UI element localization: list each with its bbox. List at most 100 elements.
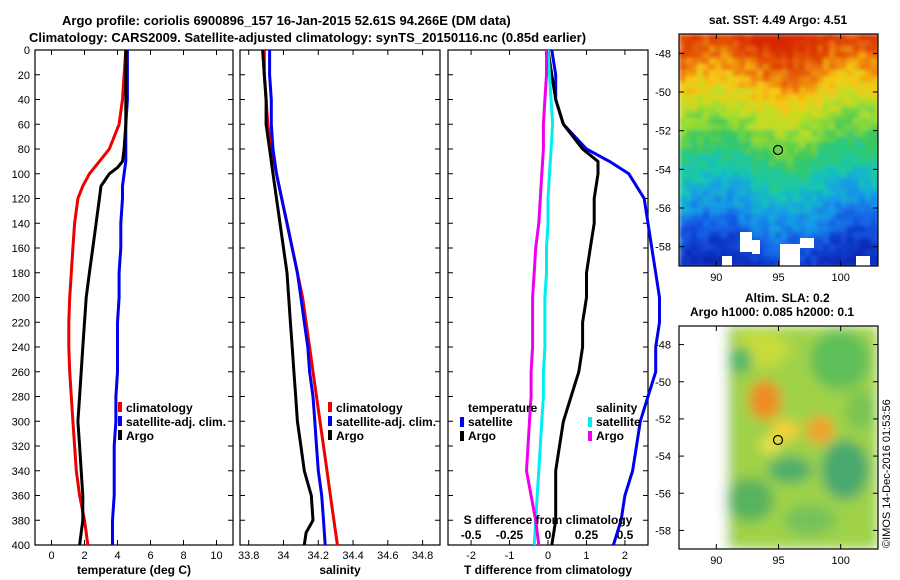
map-lat-tick-label: -56 [655, 488, 671, 500]
figure-title-line1: Argo profile: coriolis 6900896_157 16-Ja… [62, 13, 511, 28]
legend-swatch-argo [118, 430, 122, 440]
depth-tick-label: 160 [12, 243, 30, 255]
depth-tick-label: 400 [12, 540, 30, 552]
sst-map-title: sat. SST: 4.49 Argo: 4.51 [709, 13, 848, 27]
salinity-climatology-line [262, 50, 339, 546]
legend-t-argo-label: Argo [468, 429, 496, 443]
temperature-x-tick-label: 10 [210, 550, 222, 562]
difference-x-tick-label: 1 [583, 550, 589, 562]
legend-swatch-t-argo [460, 431, 464, 441]
sla-map-ticks: -48 -50 -52 -54 -56 -58 90 95 100 [655, 326, 878, 567]
temperature-argo-line [76, 50, 128, 546]
sla-map-field [679, 326, 878, 549]
depth-tick-label: 240 [12, 342, 30, 354]
depth-tick-label: 100 [12, 169, 30, 181]
difference-axis-ticks: -2 -1 0 1 2 -0.5 -0.25 0 0.25 0.5 [448, 49, 648, 562]
s-diff-tick-label: 0.25 [575, 528, 599, 542]
legend-argo-label: Argo [126, 429, 154, 443]
depth-tick-label: 360 [12, 491, 30, 503]
difference-x-tick-label: 0 [545, 550, 551, 562]
s-diff-tick-label: -0.25 [496, 528, 524, 542]
map-lon-tick-label: 95 [772, 555, 784, 567]
map-lon-tick-label: 90 [710, 555, 722, 567]
salinity-x-tick-label: 34.2 [308, 550, 329, 562]
sla-argo-marker [772, 434, 784, 446]
salinity-x-tick-label: 34.8 [412, 550, 433, 562]
difference-x-tick-label: 2 [622, 550, 628, 562]
difference-legend-temperature: temperature satellite Argo [460, 401, 538, 443]
legend-swatch-climatology [118, 402, 122, 412]
legend-swatch-t-satellite [460, 417, 464, 427]
s-diff-tick-label: 0.5 [617, 528, 634, 542]
map-lon-tick-label: 100 [832, 272, 850, 284]
depth-tick-label: 120 [12, 194, 30, 206]
salinity-series [261, 49, 339, 546]
temperature-x-tick-label: 2 [81, 550, 87, 562]
map-lon-tick-label: 90 [710, 272, 722, 284]
legend-s-satellite-label: satellite [596, 415, 641, 429]
legend-salinity-title: salinity [596, 401, 638, 415]
salinity-x-tick-label: 34.6 [377, 550, 398, 562]
difference-xlabel: T difference from climatology [464, 563, 632, 577]
map-lat-tick-label: -56 [655, 203, 671, 215]
legend-s-argo-label: Argo [596, 429, 624, 443]
temperature-xlabel: temperature (deg C) [77, 563, 191, 577]
s-diff-tick-label: 0 [545, 528, 552, 542]
map-lat-tick-label: -48 [655, 340, 671, 352]
map-lat-tick-label: -58 [655, 242, 671, 254]
depth-tick-label: 80 [18, 144, 30, 156]
s-diff-satellite-line [532, 49, 555, 546]
depth-tick-label: 200 [12, 293, 30, 305]
s-diff-tick-label: -0.5 [461, 528, 482, 542]
figure-title-line2: Climatology: CARS2009. Satellite-adjuste… [29, 30, 586, 45]
legend-argo-label: Argo [336, 429, 364, 443]
depth-tick-label: 20 [18, 70, 30, 82]
t-diff-satellite-line [550, 49, 661, 546]
temperature-panel-frame [34, 49, 234, 546]
depth-tick-label: 340 [12, 466, 30, 478]
depth-tick-label: 140 [12, 218, 30, 230]
sla-map-title1: Altim. SLA: 0.2 [745, 291, 830, 305]
depth-tick-label: 40 [18, 95, 30, 107]
depth-tick-label: 320 [12, 441, 30, 453]
depth-tick-label: 280 [12, 392, 30, 404]
s-difference-top-label: S difference from climatology [464, 513, 633, 527]
sst-map-field [679, 34, 878, 266]
difference-x-tick-label: -1 [505, 550, 515, 562]
salinity-legend: climatology satellite-adj. clim. Argo [328, 401, 436, 443]
map-lat-tick-label: -50 [655, 377, 671, 389]
difference-x-tick-label: -2 [466, 550, 476, 562]
map-lat-tick-label: -50 [655, 87, 671, 99]
map-lat-tick-label: -54 [655, 451, 671, 463]
legend-swatch-satellite [118, 416, 122, 426]
legend-satellite-label: satellite-adj. clim. [126, 415, 226, 429]
map-lat-tick-label: -54 [655, 164, 671, 176]
difference-series [525, 49, 661, 546]
salinity-x-tick-label: 33.8 [238, 550, 259, 562]
depth-tick-label: 220 [12, 317, 30, 329]
temperature-x-tick-label: 6 [147, 550, 153, 562]
sst-map-ticks: -48 -50 -52 -54 -56 -58 90 95 100 [655, 34, 878, 284]
salinity-argo-line [261, 49, 315, 546]
temperature-axis-ticks: 0204060801001201401601802002202402602803… [12, 45, 233, 562]
depth-tick-label: 300 [12, 416, 30, 428]
map-lon-tick-label: 95 [772, 272, 784, 284]
salinity-x-tick-label: 34 [277, 550, 289, 562]
map-lat-tick-label: -58 [655, 525, 671, 537]
temperature-legend: climatology satellite-adj. clim. Argo [118, 401, 226, 443]
depth-tick-label: 260 [12, 367, 30, 379]
difference-legend-salinity: salinity satellite Argo [588, 401, 641, 443]
legend-swatch-climatology [328, 402, 332, 412]
legend-swatch-s-argo [588, 431, 592, 441]
salinity-satellite-line [268, 50, 327, 546]
sst-land-mask [722, 232, 870, 266]
sla-map-title2: Argo h1000: 0.085 h2000: 0.1 [690, 305, 854, 319]
difference-panel-frame [447, 49, 649, 546]
t-diff-argo-line [546, 49, 600, 546]
legend-satellite-label: satellite-adj. clim. [336, 415, 436, 429]
legend-swatch-s-satellite [588, 417, 592, 427]
salinity-xlabel: salinity [319, 563, 361, 577]
s-diff-argo-line [525, 50, 548, 546]
map-lat-tick-label: -48 [655, 48, 671, 60]
